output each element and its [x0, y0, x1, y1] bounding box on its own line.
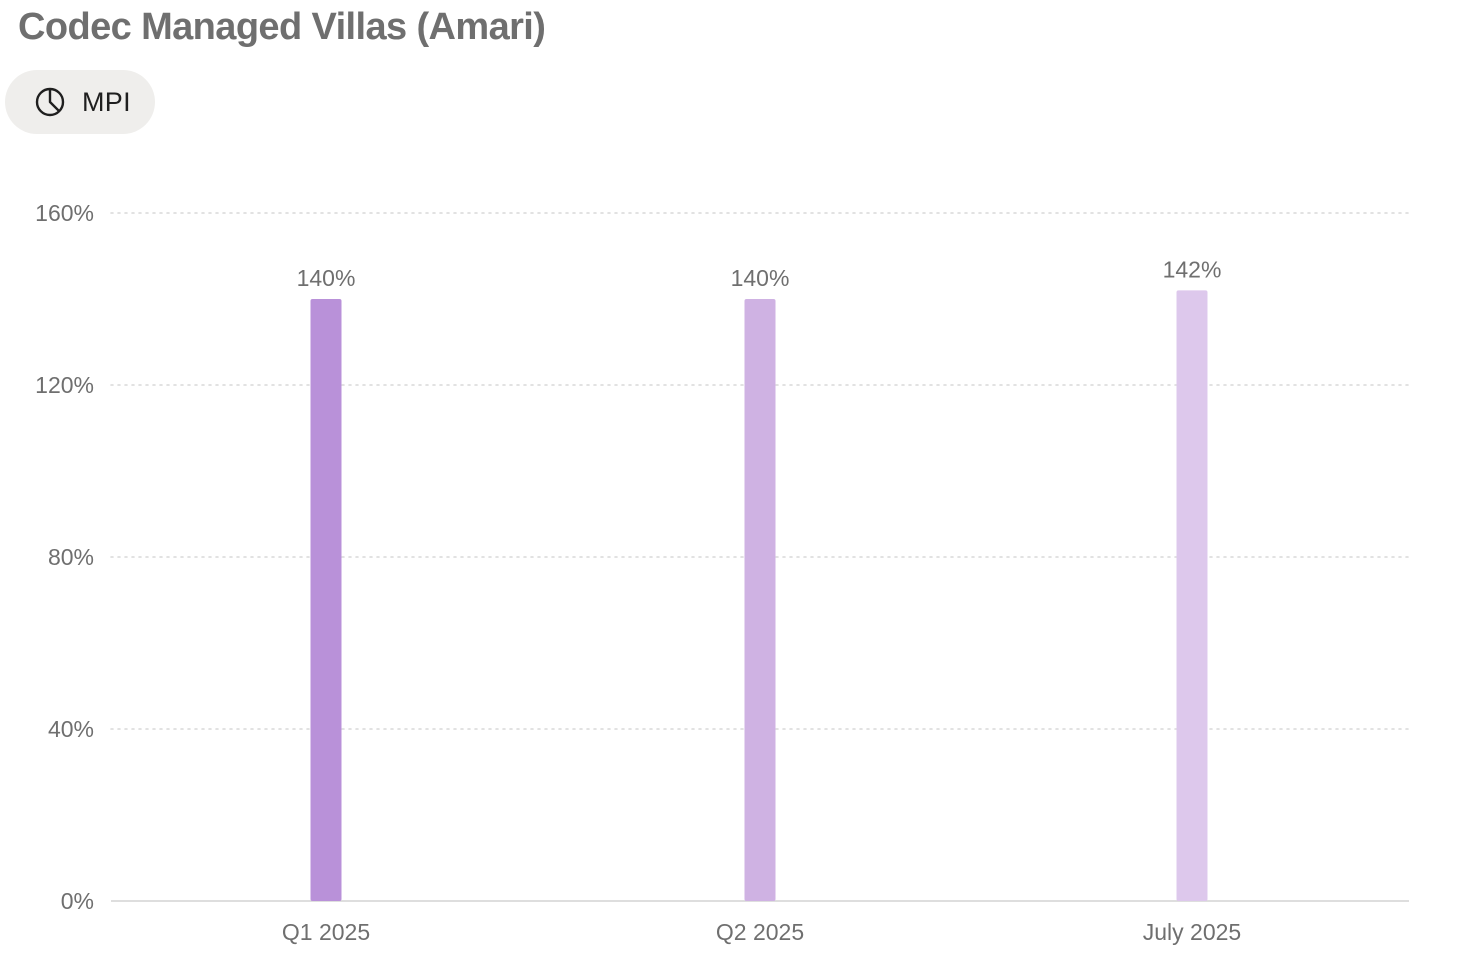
- x-tick-label: Q1 2025: [282, 919, 370, 945]
- data-labels: 140% 140% 142%: [297, 256, 1222, 291]
- metric-chip-label: MPI: [82, 86, 131, 117]
- x-axis-ticks: Q1 2025 Q2 2025 July 2025: [282, 919, 1241, 945]
- bar-july-2025[interactable]: [1176, 290, 1208, 901]
- bar-value-label: 140%: [297, 265, 356, 291]
- x-tick-label: July 2025: [1143, 919, 1241, 945]
- y-tick-label: 40%: [48, 716, 94, 742]
- bars: [310, 290, 1208, 901]
- page-title: Codec Managed Villas (Amari): [18, 6, 546, 48]
- metric-chip-mpi[interactable]: MPI: [5, 70, 155, 134]
- bar-value-label: 140%: [731, 265, 790, 291]
- bar-value-label: 142%: [1163, 256, 1222, 282]
- pie-chart-icon: [34, 86, 66, 118]
- y-tick-label: 120%: [35, 372, 94, 398]
- bar-q2-2025[interactable]: [744, 299, 776, 901]
- y-axis-ticks: 0% 40% 80% 120% 160%: [35, 200, 94, 914]
- y-tick-label: 160%: [35, 200, 94, 226]
- y-tick-label: 80%: [48, 544, 94, 570]
- x-tick-label: Q2 2025: [716, 919, 804, 945]
- bar-q1-2025[interactable]: [310, 299, 342, 901]
- y-tick-label: 0%: [61, 888, 94, 914]
